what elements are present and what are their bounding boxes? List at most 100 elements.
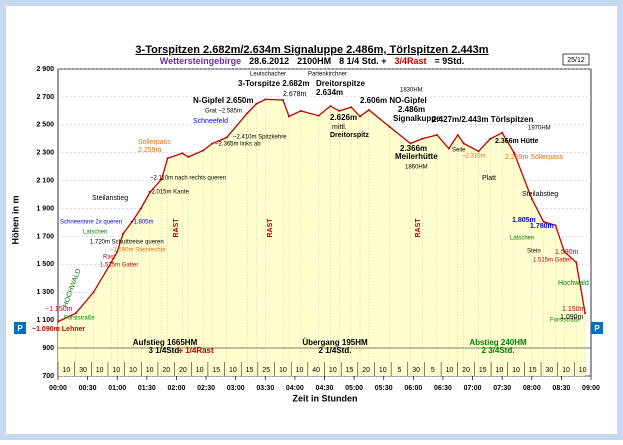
segment-minutes: 15 xyxy=(212,367,220,374)
subtitle-part: 2100HM xyxy=(297,56,331,66)
segment-minutes: 15 xyxy=(479,367,487,374)
annotation: Stein xyxy=(527,249,541,255)
annotation: Seile xyxy=(452,148,466,154)
annotation: 2.634m xyxy=(316,88,343,97)
annotation: 2.366m xyxy=(400,144,427,153)
annotation: 1830HM xyxy=(400,88,423,94)
segment-minutes: 10 xyxy=(446,367,454,374)
annotation: 1970HM xyxy=(528,126,551,132)
annotation: 3-Torspitze 2.682m xyxy=(238,79,309,88)
summary: Aufstieg 1665HM xyxy=(133,338,198,347)
subtitle-part: 8 1/4 Std. + xyxy=(339,56,386,66)
profile-point xyxy=(110,261,113,264)
y-tick-label: 1 300 xyxy=(36,289,54,296)
y-tick-label: 2 500 xyxy=(36,122,54,129)
annotation: ~1.590m Steinrechte xyxy=(110,248,166,254)
profile-point xyxy=(92,291,95,294)
annotation: ~1.150m xyxy=(45,306,73,313)
parking: P xyxy=(17,324,23,333)
profile-point xyxy=(388,125,391,128)
summary: 3 1/4Std. xyxy=(149,346,182,355)
segment-minutes: 10 xyxy=(579,367,587,374)
x-axis-label: Zeit in Stunden xyxy=(293,393,358,403)
profile-point xyxy=(554,224,557,227)
subtitle-part: = 9Std. xyxy=(434,56,464,66)
annotation: Leutschacher xyxy=(250,72,286,78)
annotation: 2.366m Hütte xyxy=(495,138,539,145)
annotation: 1.780m xyxy=(530,223,554,230)
annotation: ~2.310m xyxy=(462,154,486,160)
x-tick-label: 09:00 xyxy=(582,385,600,392)
profile-point xyxy=(359,115,362,118)
segment-minutes: 10 xyxy=(196,367,204,374)
profile-point xyxy=(210,142,213,145)
x-tick-label: 07:30 xyxy=(493,385,511,392)
segment-minutes: 5 xyxy=(431,367,435,374)
profile-point xyxy=(160,178,163,181)
segment-minutes: 10 xyxy=(129,367,137,374)
segment-minutes: 10 xyxy=(512,367,520,374)
profile-point xyxy=(338,109,341,112)
segment-minutes: 10 xyxy=(296,367,304,374)
annotation: Signalkuppe xyxy=(393,114,441,123)
annotation: Schneefeld xyxy=(193,118,228,125)
annotation: Steilabstieg xyxy=(522,191,558,198)
annotation: RAST xyxy=(173,218,180,238)
profile-point xyxy=(122,232,125,235)
segment-minutes: 10 xyxy=(62,367,70,374)
profile-point xyxy=(513,151,516,154)
y-tick-label: 1 900 xyxy=(36,205,54,212)
annotation: 1.515m Gatter xyxy=(100,263,138,269)
segment-minutes: 5 xyxy=(398,367,402,374)
annotation: Dreitorspitze xyxy=(316,79,365,88)
segment-minutes: 10 xyxy=(279,367,287,374)
x-tick-label: 07:00 xyxy=(464,385,482,392)
profile-point xyxy=(264,98,267,101)
profile-point xyxy=(131,220,134,223)
subtitle: Wettersteingebirge 28.6.2012 2100HM 8 1/4 S… xyxy=(160,56,465,66)
annotation: ~2.365m links ab xyxy=(215,142,261,148)
profile-point xyxy=(456,134,459,137)
summary: Abstieg 240HM xyxy=(469,338,527,347)
profile-point xyxy=(299,109,302,112)
x-tick-label: 00:30 xyxy=(79,385,97,392)
profile-point xyxy=(148,191,151,194)
annotation: RAST xyxy=(415,218,422,238)
annotation: 1.720m Schutttreise queren xyxy=(90,240,164,246)
x-tick-label: 02:00 xyxy=(167,385,185,392)
segment-minutes: 15 xyxy=(346,367,354,374)
profile-point xyxy=(563,250,566,253)
segment-minutes: 20 xyxy=(462,367,470,374)
annotation: N-Gipfel 2.650m xyxy=(193,96,253,105)
profile-point xyxy=(225,136,228,139)
segment-minutes: 30 xyxy=(545,367,553,374)
annotation: Dreitorspitz xyxy=(330,132,369,139)
annotation: 1.515m Gatter xyxy=(533,258,571,264)
annotation: 2.259m Söllerpass xyxy=(505,154,563,161)
profile-point xyxy=(202,149,205,152)
profile-point xyxy=(166,157,169,160)
x-tick-label: 01:30 xyxy=(138,385,156,392)
profile-point xyxy=(530,197,533,200)
parking-box xyxy=(14,322,26,334)
y-axis-label: Höhen in m xyxy=(10,196,20,245)
segment-minutes: 15 xyxy=(246,367,254,374)
y-tick-label: 1 100 xyxy=(36,317,54,324)
annotation: Partenkirchner xyxy=(308,72,347,78)
annotation: 2.486m xyxy=(398,105,425,114)
summary: Übergang 195HM xyxy=(302,338,368,347)
profile-point xyxy=(462,142,465,145)
x-tick-label: 08:00 xyxy=(523,385,541,392)
annotation: Grat ~2.585m xyxy=(205,109,242,115)
parking: P xyxy=(594,324,600,333)
annotation: ~2.110m nach rechts queren xyxy=(150,176,226,182)
y-tick-label: 2 300 xyxy=(36,150,54,157)
profile-point xyxy=(57,320,59,323)
annotation: RAST xyxy=(267,218,274,238)
x-tick-label: 04:00 xyxy=(286,385,304,392)
y-tick-label: 2 700 xyxy=(36,94,54,101)
y-tick-label: 1 700 xyxy=(36,233,54,240)
profile-point xyxy=(447,147,450,150)
profile-point xyxy=(367,109,370,112)
y-tick-label: 700 xyxy=(42,373,54,380)
